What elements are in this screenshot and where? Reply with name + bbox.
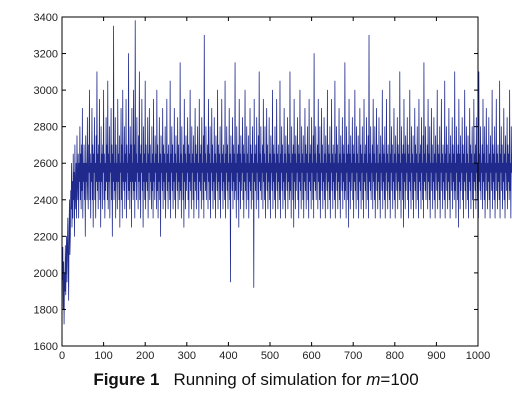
- x-tick-label: 800: [386, 350, 404, 362]
- y-tick-label: 2600: [34, 158, 58, 170]
- caption-text-after: =100: [380, 370, 419, 389]
- series-layer: [62, 20, 512, 325]
- line-chart: 0 100 200 300 400 500 600 700 800 900 1000 1600 1800…: [34, 12, 512, 362]
- y-tick-label: 2000: [34, 268, 58, 280]
- x-tick-label: 700: [344, 350, 362, 362]
- axis-layer: 0 100 200 300 400 500 600 700 800 900 1000 1600 1800…: [34, 12, 491, 362]
- x-tick-label: 400: [219, 350, 237, 362]
- series-line-0: [62, 20, 512, 325]
- y-tick-label: 3200: [34, 49, 58, 61]
- y-tick-label: 2800: [34, 122, 58, 134]
- y-tick-label: 1800: [34, 304, 58, 316]
- x-tick-label: 500: [261, 350, 279, 362]
- y-tick-label: 1600: [34, 341, 58, 353]
- y-tick-label: 3000: [34, 85, 58, 97]
- x-tick-label: 200: [136, 350, 154, 362]
- x-tick-label: 900: [427, 350, 445, 362]
- y-tick-label: 2400: [34, 195, 58, 207]
- caption-variable: m: [366, 370, 381, 389]
- y-tick-label: 3400: [34, 12, 58, 24]
- figure-caption: Figure 1 Running of simulation for m=100: [0, 370, 512, 390]
- x-tick-label: 300: [178, 350, 196, 362]
- caption-text-before: Running of simulation for: [173, 370, 367, 389]
- x-tick-label: 600: [302, 350, 320, 362]
- x-tick-label: 100: [94, 350, 112, 362]
- x-tick-label: 1000: [466, 350, 490, 362]
- y-tick-label: 2200: [34, 231, 58, 243]
- figure-label: Figure 1: [93, 370, 160, 389]
- x-tick-label: 0: [59, 350, 65, 362]
